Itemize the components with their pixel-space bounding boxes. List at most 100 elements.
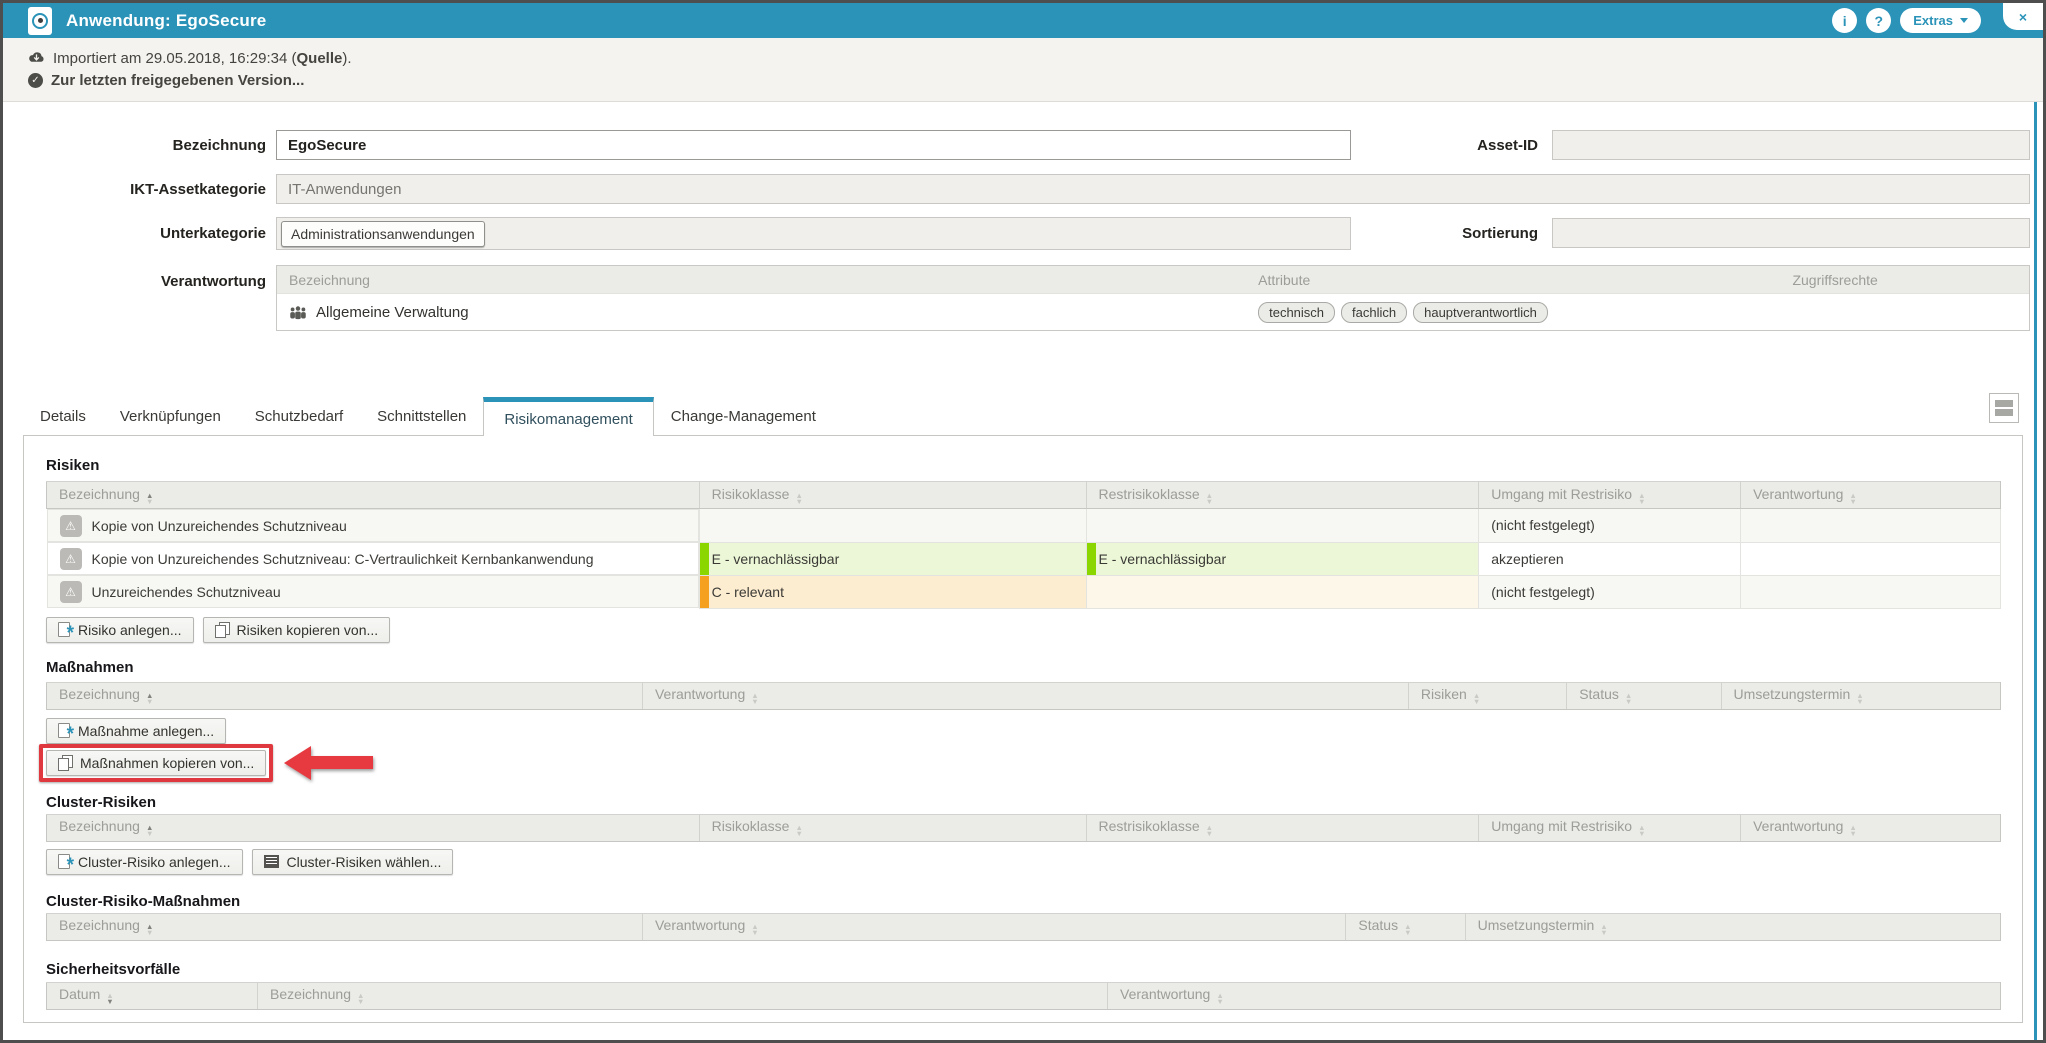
sort-icon <box>1856 693 1863 705</box>
titlebar: Anwendung: EgoSecure i ? Extras <box>3 3 2043 38</box>
layout-toggle-icon[interactable] <box>1989 393 2019 423</box>
bezeichnung-input[interactable] <box>276 130 1351 160</box>
new-document-icon <box>58 622 74 645</box>
restrisikoklasse-cell <box>1085 574 1480 609</box>
col-risikoklasse[interactable]: Risikoklasse <box>698 813 1087 842</box>
massnahmen-kopieren-button[interactable]: Maßnahmen kopieren von... <box>46 749 267 776</box>
last-released-version-link[interactable]: Zur letzten freigegebenen Version... <box>51 71 305 89</box>
risikoklasse-cell: E - vernachlässigbar <box>698 541 1087 576</box>
col-verantwortung[interactable]: Verantwortung <box>1740 813 2001 842</box>
highlighted-button-wrapper: Maßnahmen kopieren von... <box>39 743 374 782</box>
import-text: Importiert am 29.05.2018, 16:29:34 (Quel… <box>53 49 352 67</box>
import-source-link[interactable]: Quelle <box>296 49 343 67</box>
application-icon <box>28 6 52 35</box>
cluster-risiken-waehlen-button[interactable]: Cluster-Risiken wählen... <box>251 848 454 875</box>
cluster-risiko-anlegen-button[interactable]: Cluster-Risiko anlegen... <box>46 848 243 877</box>
page-title: Anwendung: EgoSecure <box>66 10 267 30</box>
help-button[interactable]: ? <box>1866 8 1892 33</box>
col-status[interactable]: Status <box>1345 912 1466 941</box>
sort-icon <box>1638 493 1645 505</box>
tab-schutzbedarf[interactable]: Schutzbedarf <box>254 408 344 425</box>
verantwortung-table: Bezeichnung Attribute Zugriffsrechte All… <box>276 265 2030 331</box>
verantwortung-row[interactable]: Allgemeine Verwaltung technisch fachlich… <box>277 293 2029 330</box>
cluster-massnahmen-table-header: Bezeichnung Verantwortung Status Umsetzu… <box>46 912 2002 941</box>
sort-icon <box>146 693 153 705</box>
cluster-risiken-table-header: Bezeichnung Risikoklasse Restrisikoklass… <box>46 813 2001 842</box>
tab-schnittstellen[interactable]: Schnittstellen <box>377 408 467 425</box>
copy-icon <box>214 622 230 638</box>
risikoklasse-cell: C - relevant <box>698 574 1087 609</box>
verantwortung-label: Verantwortung <box>160 273 266 290</box>
info-button[interactable]: i <box>1832 8 1858 33</box>
sort-icon <box>1404 924 1411 936</box>
col-umsetzungstermin[interactable]: Umsetzungstermin <box>1464 912 2002 941</box>
tab-bar: Details Verknüpfungen Schutzbedarf Schni… <box>23 397 833 436</box>
table-row[interactable]: Unzureichendes Schutzniveau C - relevant… <box>46 574 2001 609</box>
col-bezeichnung[interactable]: Bezeichnung <box>257 981 1109 1010</box>
ikt-assetkategorie-field[interactable]: IT-Anwendungen <box>276 174 2030 204</box>
col-bezeichnung[interactable]: Bezeichnung <box>46 813 700 842</box>
copy-icon <box>58 755 73 771</box>
sicherheitsvorfaelle-table-header: Datum Bezeichnung Verantwortung <box>45 981 2001 1010</box>
risiken-kopieren-button[interactable]: Risiken kopieren von... <box>202 616 391 643</box>
asset-id-input[interactable] <box>1552 130 2030 160</box>
unterkategorie-chip[interactable]: Administrationsanwendungen <box>281 220 485 247</box>
col-bezeichnung[interactable]: Bezeichnung <box>46 681 643 710</box>
col-bezeichnung[interactable]: Bezeichnung <box>46 912 643 941</box>
sort-icon <box>146 924 153 936</box>
col-risikoklasse[interactable]: Risikoklasse <box>698 481 1087 509</box>
unterkategorie-label: Unterkategorie <box>160 225 266 242</box>
col-risiken[interactable]: Risiken <box>1407 681 1568 710</box>
col-restrisikoklasse[interactable]: Restrisikoklasse <box>1085 481 1480 509</box>
unterkategorie-field[interactable]: Administrationsanwendungen <box>276 217 1351 250</box>
col-restrisikoklasse[interactable]: Restrisikoklasse <box>1085 813 1480 842</box>
restrisikoklasse-cell: E - vernachlässigbar <box>1085 541 1480 576</box>
extras-menu-button[interactable]: Extras <box>1900 8 1981 33</box>
col-umgang[interactable]: Umgang mit Restrisiko <box>1478 481 1742 509</box>
chevron-down-icon <box>1960 18 1968 23</box>
col-zugriffsrechte: Zugriffsrechte <box>1792 271 1878 288</box>
sort-icon <box>146 493 153 505</box>
window-edge-accent <box>2034 38 2037 1040</box>
attribute-chip: hauptverantwortlich <box>1413 301 1548 323</box>
col-bezeichnung[interactable]: Bezeichnung <box>46 481 700 509</box>
col-umgang[interactable]: Umgang mit Restrisiko <box>1478 813 1742 842</box>
sortierung-input[interactable] <box>1552 218 2030 248</box>
massnahmen-table-header: Bezeichnung Verantwortung Risiken Status… <box>46 681 2002 710</box>
sort-icon <box>795 493 802 505</box>
attribute-chip: fachlich <box>1341 301 1408 323</box>
col-verantwortung[interactable]: Verantwortung <box>1740 481 2001 509</box>
sicherheitsvorfaelle-table: Datum Bezeichnung Verantwortung <box>45 981 2001 1010</box>
close-button[interactable]: × <box>2003 3 2043 30</box>
sort-icon <box>751 924 758 936</box>
asset-id-label: Asset-ID <box>1477 137 1538 154</box>
table-row[interactable]: Kopie von Unzureichendes Schutzniveau (n… <box>46 508 2001 543</box>
section-title-massnahmen: Maßnahmen <box>46 658 134 676</box>
risiken-table: Bezeichnung Risikoklasse Restrisikoklass… <box>46 481 2001 609</box>
risiko-anlegen-button[interactable]: Risiko anlegen... <box>46 616 194 645</box>
sortierung-label: Sortierung <box>1462 225 1538 242</box>
massnahme-anlegen-button[interactable]: Maßnahme anlegen... <box>46 717 227 746</box>
sort-icon <box>1849 825 1856 837</box>
col-verantwortung[interactable]: Verantwortung <box>641 681 1409 710</box>
attribute-chip: technisch <box>1258 301 1336 323</box>
tab-risikomanagement[interactable]: Risikomanagement <box>483 397 654 436</box>
table-row[interactable]: Kopie von Unzureichendes Schutzniveau: C… <box>46 541 2001 576</box>
risk-icon <box>59 514 82 537</box>
ikt-assetkategorie-label: IKT-Assetkategorie <box>130 181 266 198</box>
sort-icon <box>795 825 802 837</box>
col-verantwortung[interactable]: Verantwortung <box>641 912 1347 941</box>
col-verantwortung[interactable]: Verantwortung <box>1107 981 2001 1010</box>
col-status[interactable]: Status <box>1566 681 1722 710</box>
group-icon <box>290 305 306 319</box>
risk-icon <box>59 580 82 603</box>
tab-verknuepfungen[interactable]: Verknüpfungen <box>119 408 221 425</box>
massnahmen-table: Bezeichnung Verantwortung Risiken Status… <box>46 681 2002 710</box>
col-umsetzungstermin[interactable]: Umsetzungstermin <box>1720 681 2002 710</box>
col-datum[interactable]: Datum <box>45 981 259 1010</box>
tab-details[interactable]: Details <box>40 408 86 425</box>
section-title-cluster-massnahmen: Cluster-Risiko-Maßnahmen <box>46 892 241 910</box>
tab-change-management[interactable]: Change-Management <box>670 408 816 425</box>
import-info-bar: Importiert am 29.05.2018, 16:29:34 (Quel… <box>3 38 2043 102</box>
